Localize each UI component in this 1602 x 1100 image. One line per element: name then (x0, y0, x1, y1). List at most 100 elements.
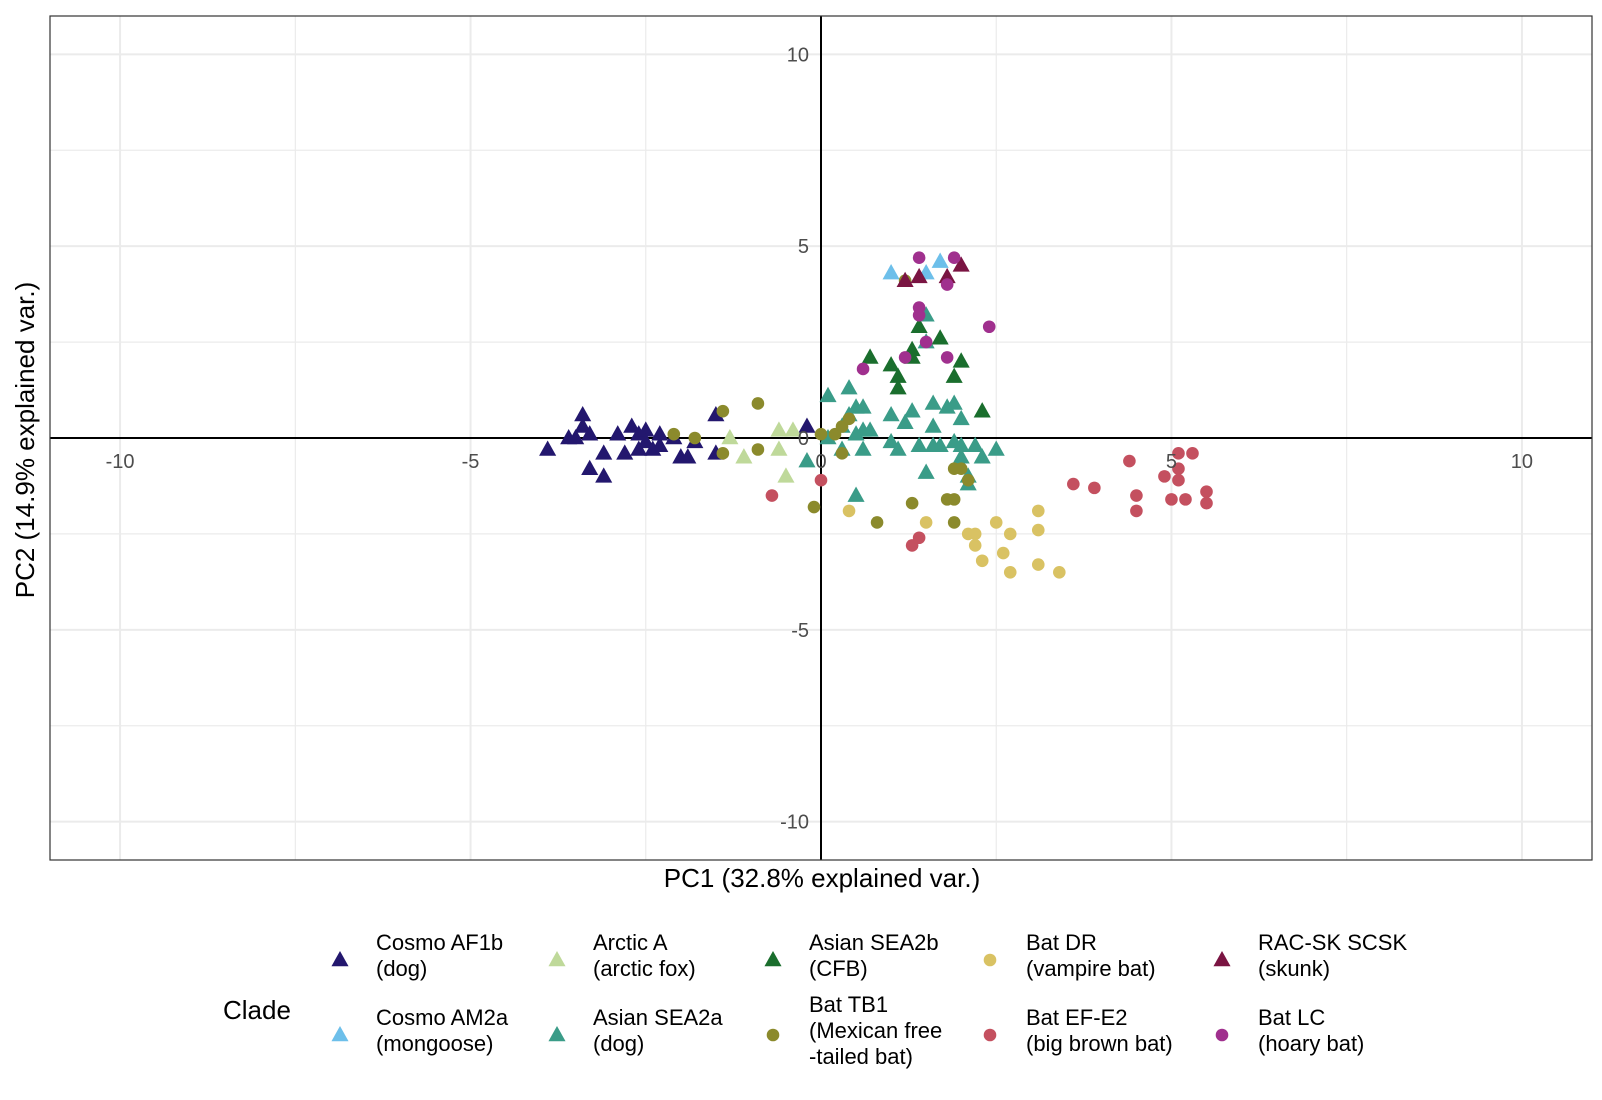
data-point (966, 436, 984, 452)
data-point (861, 421, 879, 437)
data-point (1003, 527, 1017, 541)
data-point (574, 405, 592, 422)
data-point (924, 417, 942, 433)
legend-label: Bat LC (1258, 1005, 1325, 1030)
data-point (819, 386, 837, 403)
data-point (616, 444, 634, 460)
data-point (847, 486, 865, 502)
legend-label: -tailed bat) (809, 1044, 913, 1069)
data-point (940, 351, 954, 364)
data-point (1172, 447, 1185, 460)
data-point (910, 317, 928, 334)
data-point (882, 432, 900, 449)
data-point (1053, 565, 1066, 579)
data-point (987, 440, 1005, 456)
y-tick-label: 10 (787, 44, 809, 66)
x-axis-title: PC1 (32.8% explained var.) (664, 863, 981, 893)
y-tick-label: -10 (780, 812, 809, 834)
data-point (931, 436, 949, 452)
x-tick-label: -10 (106, 451, 135, 473)
data-point (952, 448, 970, 464)
legend-label: RAC-SK SCSK (1258, 930, 1407, 955)
data-point (1172, 473, 1185, 487)
data-point (716, 404, 730, 418)
data-point (973, 448, 991, 464)
data-point (1031, 523, 1045, 537)
y-axis-title: PC2 (14.9% explained var.) (10, 282, 40, 599)
data-point (924, 394, 942, 410)
data-point (840, 379, 858, 395)
legend-item: Asian SEA2a(dog) (548, 1005, 723, 1056)
y-tick-label: -5 (791, 620, 809, 642)
data-point (798, 417, 816, 433)
y-tick-label: 0 (798, 428, 809, 450)
data-point (882, 356, 900, 372)
legend-label: Bat TB1 (809, 992, 888, 1017)
legend-item: Cosmo AF1b(dog) (331, 930, 503, 981)
data-point (952, 436, 970, 452)
legend-key (331, 951, 349, 967)
data-point (968, 539, 982, 552)
legend-label: (mongoose) (376, 1031, 493, 1056)
data-point (889, 379, 907, 395)
data-point (882, 405, 900, 422)
data-point (854, 398, 872, 414)
data-point (721, 429, 739, 445)
data-point (940, 278, 954, 291)
data-point (996, 546, 1010, 560)
legend-key (764, 951, 782, 967)
legend-key (331, 1026, 349, 1042)
data-point (1200, 496, 1213, 510)
data-point (889, 440, 907, 456)
data-point (870, 516, 884, 529)
data-point (1165, 493, 1178, 506)
data-point (807, 500, 821, 514)
data-point (982, 320, 996, 334)
data-point (896, 271, 914, 288)
legend-key (548, 951, 566, 967)
legend-label: Asian SEA2b (809, 930, 939, 955)
data-point (919, 335, 933, 349)
data-point (917, 463, 935, 479)
data-point (1200, 485, 1213, 499)
data-point (919, 516, 933, 529)
data-point (784, 421, 802, 437)
y-tick-label: 5 (798, 236, 809, 258)
legend-label: (hoary bat) (1258, 1031, 1364, 1056)
data-point (765, 489, 779, 502)
data-point (1088, 481, 1101, 495)
data-point (667, 427, 681, 441)
legend-label: Cosmo AF1b (376, 930, 503, 955)
data-point (644, 440, 662, 456)
data-point (679, 448, 697, 464)
legend-label: (dog) (593, 1031, 644, 1056)
data-point (947, 493, 961, 506)
legend-item: Asian SEA2b(CFB) (764, 930, 939, 981)
data-point (609, 425, 627, 441)
legend-label: (arctic fox) (593, 956, 696, 981)
data-point (938, 267, 956, 284)
data-point (595, 467, 613, 483)
data-point (912, 531, 926, 545)
data-point (912, 301, 926, 314)
plot-panel-border (49, 15, 1593, 861)
data-point (651, 436, 669, 452)
data-point (581, 459, 599, 475)
data-point (910, 436, 928, 452)
data-point (1130, 489, 1143, 502)
data-point (952, 352, 970, 368)
data-point (889, 367, 907, 383)
legend-item: Bat EF-E2(big brown bat) (983, 1005, 1173, 1056)
data-point (777, 467, 795, 483)
data-point (814, 427, 828, 441)
data-point (637, 421, 655, 437)
legend-key (766, 1028, 780, 1042)
data-point (861, 348, 879, 364)
data-point (989, 516, 1003, 529)
legend-label: Cosmo AM2a (376, 1005, 509, 1030)
x-tick-label: -5 (462, 451, 480, 473)
data-point (539, 440, 557, 456)
legend: Cosmo AF1b(dog)Cosmo AM2a(mongoose)Arcti… (331, 930, 1407, 1069)
data-point (1067, 477, 1080, 491)
data-points (539, 251, 1213, 579)
